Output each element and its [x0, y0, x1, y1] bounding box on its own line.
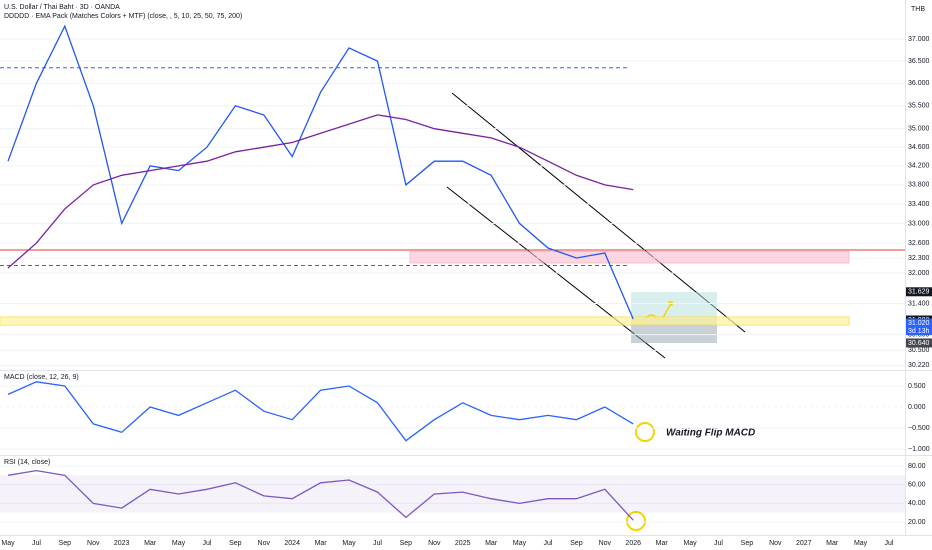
y-tick-label: 20.00: [908, 519, 926, 526]
y-tick-label: 31.400: [908, 300, 930, 307]
x-tick-label: May: [513, 540, 527, 547]
x-tick-label: 2025: [455, 540, 471, 547]
resistance-zone: [409, 251, 850, 264]
series-line: [7, 381, 634, 442]
x-tick-label: 2027: [796, 540, 812, 547]
x-tick-label: Nov: [87, 540, 100, 547]
y-tick-label: 35.000: [908, 125, 930, 132]
y-tick-label: 33.400: [908, 201, 930, 208]
y-tick-label: 32.600: [908, 240, 930, 247]
x-tick-label: Jul: [714, 540, 723, 547]
price-tag: [906, 318, 932, 328]
y-tick-label: 34.600: [908, 144, 930, 151]
x-tick-label: Jul: [373, 540, 382, 547]
y-tick-label: 30.220: [908, 362, 930, 369]
y-tick-label: −0.500: [908, 425, 930, 432]
y-tick-label: 33.000: [908, 220, 930, 227]
series-line: [7, 24, 634, 320]
x-tick-label: Jul: [202, 540, 211, 547]
y-tick-label: 32.300: [908, 255, 930, 262]
y-tick-label: 36.500: [908, 58, 930, 65]
y-tick-label: 32.000: [908, 270, 930, 277]
y-tick-label: 30.500: [908, 347, 930, 354]
y-tick-label: 80.00: [908, 463, 926, 470]
series-line: [7, 469, 634, 521]
macd-label: MACD (close, 12, 26, 9): [4, 374, 79, 381]
y-tick-label: 40.00: [908, 500, 926, 507]
rsi-band: [0, 475, 905, 513]
x-tick-label: Jul: [32, 540, 41, 547]
y-tick-label: 37.000: [908, 36, 930, 43]
x-tick-label: Jul: [543, 540, 552, 547]
x-tick-label: May: [342, 540, 356, 547]
y-tick-label: 60.00: [908, 482, 926, 489]
x-tick-label: Sep: [229, 540, 242, 547]
y-tick-label: 0.500: [908, 383, 926, 390]
x-tick-label: Mar: [826, 540, 839, 547]
x-tick-label: Sep: [570, 540, 583, 547]
currency: THB: [911, 6, 925, 13]
x-tick-label: 2023: [114, 540, 130, 547]
countdown: 3d 13h: [908, 328, 930, 335]
annotation: Waiting Flip MACD: [666, 428, 755, 439]
price-tag-label: 31.020: [908, 320, 930, 327]
indicator-label: DDDDD · EMA Pack (Matches Colors + MTF) …: [4, 13, 242, 20]
x-tick-label: May: [854, 540, 868, 547]
y-tick-label: 34.200: [908, 163, 930, 170]
price-tag-label: 31.629: [908, 289, 930, 296]
x-tick-label: 2026: [625, 540, 641, 547]
price-tag-label: 30.640: [908, 340, 930, 347]
x-tick-label: Sep: [741, 540, 754, 547]
x-tick-label: 2024: [284, 540, 300, 547]
x-tick-label: Mar: [315, 540, 328, 547]
x-tick-label: May: [683, 540, 697, 547]
target-box: [631, 292, 717, 318]
x-tick-label: Mar: [485, 540, 498, 547]
y-tick-label: 0.000: [908, 404, 926, 411]
x-tick-label: Nov: [258, 540, 271, 547]
y-tick-label: 36.000: [908, 80, 930, 87]
symbol-title: U.S. Dollar / Thai Baht · 3D · OANDA: [4, 4, 120, 11]
x-tick-label: Nov: [599, 540, 612, 547]
support-zone: [0, 316, 850, 326]
x-tick-label: Mar: [144, 540, 157, 547]
x-tick-label: Sep: [59, 540, 72, 547]
countdown-tag: [906, 327, 932, 336]
x-tick-label: May: [1, 540, 15, 547]
price-tag: [906, 338, 932, 348]
x-tick-label: Sep: [400, 540, 413, 547]
rsi-label: RSI (14, close): [4, 459, 50, 466]
x-tick-label: Nov: [428, 540, 441, 547]
x-tick-label: Mar: [656, 540, 669, 547]
highlight-circle: [635, 422, 655, 442]
x-tick-label: Jul: [885, 540, 894, 547]
channel-line: [446, 186, 666, 359]
x-tick-label: Nov: [769, 540, 782, 547]
x-tick-label: May: [172, 540, 186, 547]
highlight-circle: [626, 511, 646, 531]
price-tag: [906, 287, 932, 297]
y-tick-label: −1.000: [908, 446, 930, 453]
y-tick-label: 35.500: [908, 103, 930, 110]
y-tick-label: 33.800: [908, 182, 930, 189]
series-line: [7, 114, 634, 269]
